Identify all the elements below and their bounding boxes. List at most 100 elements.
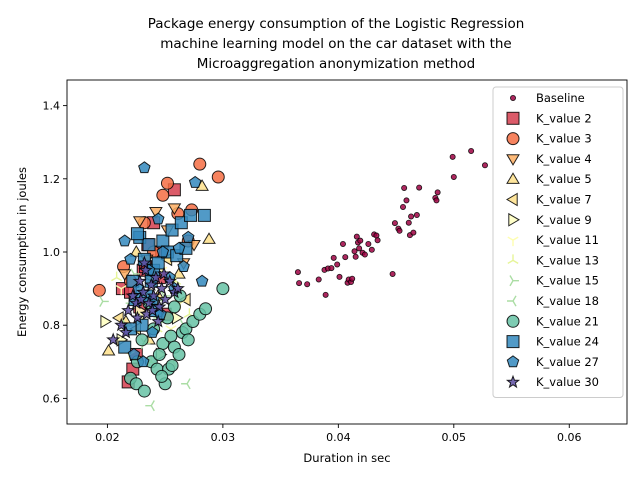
data-point (197, 208, 211, 222)
data-point (184, 208, 198, 222)
data-point (138, 262, 153, 277)
x-tick-label: 0.04 (326, 431, 351, 444)
legend-entry-label: K_value 3 (536, 132, 592, 146)
data-point (410, 229, 417, 236)
legend-entry-label: K_value 5 (536, 172, 592, 186)
x-tick-label: 0.05 (442, 431, 467, 444)
data-point (148, 270, 163, 284)
x-tick-label: 0.02 (95, 431, 120, 444)
legend-entry-label: K_value 27 (536, 355, 599, 369)
legend-entry-label: K_value 15 (536, 274, 599, 288)
legend-marker (506, 314, 520, 328)
data-point (193, 157, 207, 171)
legend-entry-label: K_value 21 (536, 314, 599, 328)
data-points (92, 147, 488, 412)
data-point (202, 232, 216, 244)
data-point (160, 176, 174, 190)
data-point (142, 238, 156, 252)
x-axis-label: Duration in sec (303, 451, 390, 465)
data-point (99, 295, 109, 307)
data-point (413, 212, 420, 219)
data-point (118, 234, 132, 247)
data-point (361, 251, 368, 258)
legend-marker (507, 295, 517, 307)
data-point (357, 237, 364, 244)
data-point (416, 184, 423, 191)
data-point (106, 332, 121, 346)
data-point (145, 400, 155, 412)
data-point (92, 283, 106, 297)
legend-entry-label: K_value 24 (536, 335, 599, 349)
data-point (156, 234, 170, 248)
data-point (156, 188, 170, 202)
data-point (296, 280, 303, 287)
data-point (101, 343, 116, 356)
data-point (195, 274, 209, 287)
y-tick-label: 0.8 (43, 319, 61, 332)
y-tick-label: 1.4 (43, 100, 61, 113)
data-point (172, 241, 186, 254)
data-point (151, 212, 165, 225)
data-point (294, 269, 301, 276)
data-point (351, 248, 358, 255)
data-point (389, 270, 396, 277)
data-point (199, 302, 213, 316)
legend-entry-label: K_value 7 (536, 193, 592, 207)
data-point (181, 378, 191, 390)
legend-marker (507, 254, 519, 265)
legend-marker (505, 374, 521, 389)
data-point (188, 175, 202, 188)
x-tick-label: 0.03 (211, 431, 236, 444)
data-point (328, 265, 335, 272)
data-point (468, 147, 475, 154)
data-point (124, 252, 137, 265)
axis-ticks: 0.02 0.03 0.04 0.05 0.06 0.6 0.8 1.0 1.2 1.4 (43, 100, 582, 444)
data-point (368, 246, 375, 253)
data-point (111, 271, 123, 282)
data-point (132, 216, 147, 228)
data-point (137, 384, 151, 398)
data-point (342, 254, 349, 261)
data-point (449, 153, 456, 160)
data-point (135, 333, 149, 347)
y-axis-label: Energy consumption in joules (15, 167, 29, 337)
legend-entry-label: K_value 2 (536, 111, 592, 125)
legend-marker (506, 192, 518, 207)
data-point (181, 333, 195, 347)
legend-marker (506, 172, 520, 184)
data-point (330, 254, 337, 261)
chart-title-line-3: Microaggregation anonymization method (197, 56, 475, 72)
legend-marker (506, 111, 520, 125)
data-point (137, 255, 152, 269)
data-point (396, 227, 403, 234)
data-point (172, 347, 186, 361)
data-point (151, 314, 166, 328)
data-point (149, 207, 163, 219)
series-baseline (294, 147, 488, 298)
data-point (167, 300, 181, 314)
legend-marker (506, 154, 520, 166)
legend-entry-label: Baseline (536, 91, 585, 105)
legend-marker (509, 275, 519, 287)
data-point (216, 282, 230, 296)
data-point (353, 233, 360, 240)
legend-entry-label: K_value 4 (536, 152, 592, 166)
data-point (315, 276, 322, 283)
data-point (133, 292, 148, 306)
data-point (450, 173, 457, 180)
legend-entry-label: K_value 30 (536, 375, 599, 389)
legend-entry-label: K_value 18 (536, 294, 599, 308)
data-point (136, 355, 150, 368)
data-point (165, 358, 179, 372)
y-tick-label: 1.2 (43, 173, 61, 186)
data-point (151, 256, 165, 270)
data-point (322, 291, 329, 298)
chart-title-line-2: machine learning model on the car datase… (160, 36, 512, 52)
y-tick-label: 0.6 (43, 392, 61, 405)
data-point (304, 281, 311, 288)
data-point (408, 213, 415, 220)
data-point (365, 240, 372, 247)
data-point (434, 189, 441, 196)
data-point (114, 317, 129, 332)
